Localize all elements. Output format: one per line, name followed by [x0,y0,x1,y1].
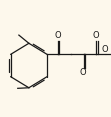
Text: O: O [101,45,108,54]
Text: O: O [54,31,61,40]
Text: O: O [80,68,86,77]
Text: O: O [92,31,99,40]
